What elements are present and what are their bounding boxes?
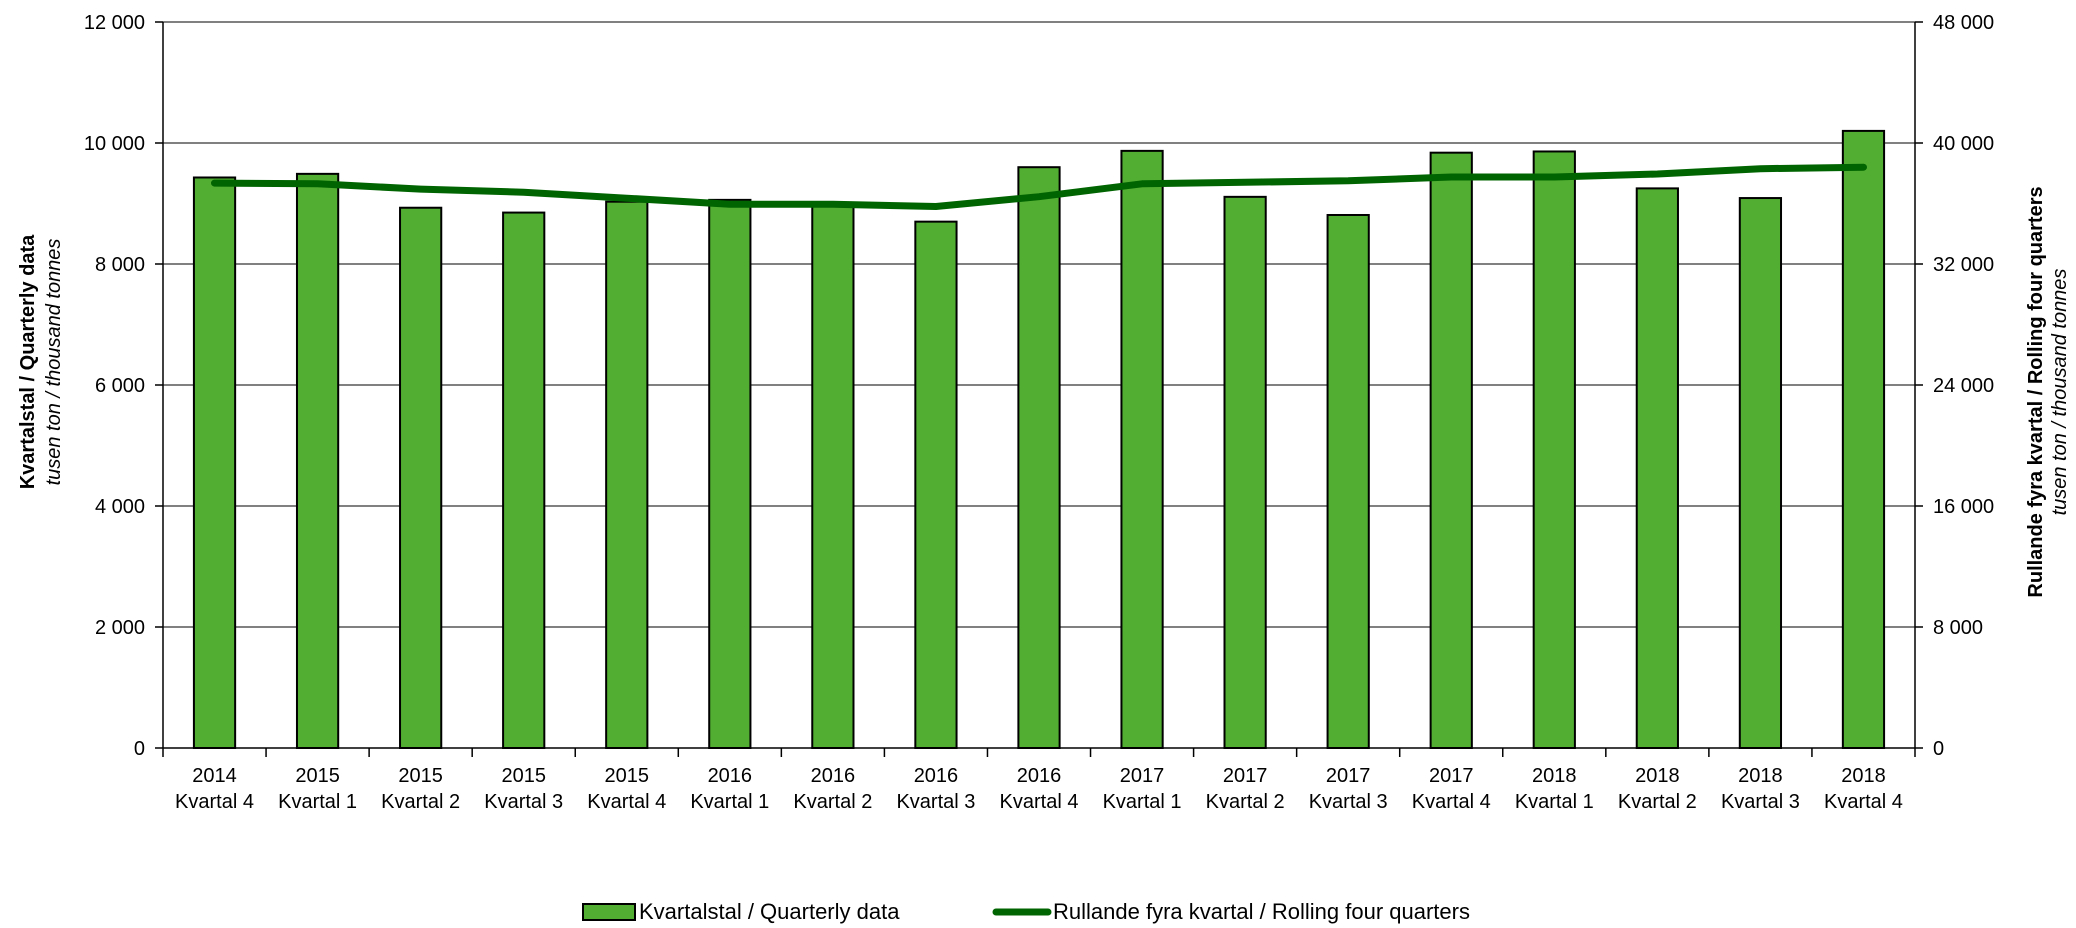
bar bbox=[1738, 197, 1783, 749]
left-tick-labels: 0 2 000 4 000 6 000 8 000 10 000 12 000 bbox=[84, 12, 145, 760]
right-tick-label: 32 000 bbox=[1933, 254, 1994, 276]
category-year-label: 2016 bbox=[914, 765, 959, 787]
bar bbox=[1326, 213, 1370, 749]
category-quarter-label: Kvartal 4 bbox=[1412, 791, 1491, 813]
bar bbox=[1635, 187, 1679, 749]
left-tick-label: 12 000 bbox=[84, 12, 145, 34]
category-quarter-label: Kvartal 1 bbox=[1515, 791, 1594, 813]
category-year-label: 2017 bbox=[1326, 765, 1371, 787]
category-quarter-label: Kvartal 3 bbox=[484, 791, 563, 813]
category-year-label: 2014 bbox=[192, 765, 237, 787]
right-axis-title: Rullande fyra kvartal / Rolling four qua… bbox=[2025, 186, 2047, 597]
left-tick-label: 8 000 bbox=[95, 254, 145, 276]
legend-line-label: Rullande fyra kvartal / Rolling four qua… bbox=[1053, 899, 1470, 924]
bar bbox=[399, 206, 443, 750]
left-tick-label: 0 bbox=[134, 738, 145, 760]
left-axis-subtitle: tusen ton / thousand tonnes bbox=[43, 239, 65, 486]
legend-bar-label: Kvartalstal / Quarterly data bbox=[639, 899, 900, 924]
category-quarter-label: Kvartal 1 bbox=[278, 791, 357, 813]
right-tick-label: 0 bbox=[1933, 738, 1944, 760]
rolling-line-layer bbox=[211, 163, 1867, 210]
category-year-label: 2017 bbox=[1223, 765, 1268, 787]
bars bbox=[192, 129, 1886, 750]
category-year-label: 2018 bbox=[1738, 765, 1783, 787]
bar bbox=[1223, 195, 1267, 750]
category-quarter-label: Kvartal 3 bbox=[1721, 791, 1800, 813]
category-year-label: 2017 bbox=[1429, 765, 1474, 787]
category-quarter-label: Kvartal 2 bbox=[793, 791, 872, 813]
axes bbox=[155, 21, 1923, 757]
right-tick-label: 40 000 bbox=[1933, 133, 1994, 155]
bar bbox=[1429, 151, 1473, 749]
category-quarter-label: Kvartal 4 bbox=[1824, 791, 1903, 813]
category-year-label: 2016 bbox=[811, 765, 856, 787]
category-quarter-label: Kvartal 3 bbox=[896, 791, 975, 813]
category-quarter-label: Kvartal 2 bbox=[1206, 791, 1285, 813]
category-year-label: 2016 bbox=[1017, 765, 1062, 787]
legend-bar-swatch bbox=[582, 903, 636, 921]
category-year-label: 2015 bbox=[295, 765, 340, 787]
category-quarter-label: Kvartal 4 bbox=[1000, 791, 1079, 813]
category-quarter-label: Kvartal 1 bbox=[1103, 791, 1182, 813]
rolling-four-quarters-line bbox=[211, 163, 1867, 210]
left-tick-label: 4 000 bbox=[95, 496, 145, 518]
bar bbox=[914, 220, 958, 749]
category-quarter-label: Kvartal 2 bbox=[1618, 791, 1697, 813]
category-year-label: 2016 bbox=[708, 765, 753, 787]
category-year-label: 2017 bbox=[1120, 765, 1165, 787]
bar bbox=[811, 203, 855, 750]
category-quarter-label: Kvartal 1 bbox=[690, 791, 769, 813]
category-quarter-label: Kvartal 3 bbox=[1309, 791, 1388, 813]
bar bbox=[502, 211, 546, 749]
category-quarter-label: Kvartal 2 bbox=[381, 791, 460, 813]
category-labels: 2014 Kvartal 4 2015 Kvartal 1 2015 Kvartal 2 2… bbox=[175, 765, 1903, 813]
bar bbox=[1841, 129, 1886, 749]
legend: Kvartalstal / Quarterly data Rullande fy… bbox=[582, 899, 1470, 924]
left-tick-label: 2 000 bbox=[95, 617, 145, 639]
right-tick-label: 16 000 bbox=[1933, 496, 1994, 518]
right-axis-subtitle: tusen ton / thousand tonnes bbox=[2049, 269, 2071, 516]
category-year-label: 2018 bbox=[1841, 765, 1886, 787]
left-tick-label: 6 000 bbox=[95, 375, 145, 397]
category-quarter-label: Kvartal 4 bbox=[175, 791, 254, 813]
bar bbox=[708, 198, 752, 749]
left-tick-label: 10 000 bbox=[84, 133, 145, 155]
bar bbox=[1532, 150, 1576, 750]
bar bbox=[1120, 149, 1164, 750]
right-tick-label: 48 000 bbox=[1933, 12, 1994, 34]
right-tick-labels: 0 8 000 16 000 24 000 32 000 40 000 48 000 bbox=[1933, 12, 1994, 760]
bar bbox=[192, 176, 237, 750]
right-tick-label: 24 000 bbox=[1933, 375, 1994, 397]
bar bbox=[605, 200, 649, 749]
right-tick-label: 8 000 bbox=[1933, 617, 1983, 639]
category-year-label: 2015 bbox=[501, 765, 546, 787]
bar bbox=[295, 172, 340, 750]
category-year-label: 2018 bbox=[1532, 765, 1577, 787]
left-axis-title: Kvartalstal / Quarterly data bbox=[17, 234, 39, 489]
category-year-label: 2015 bbox=[398, 765, 443, 787]
category-quarter-label: Kvartal 4 bbox=[587, 791, 666, 813]
category-year-label: 2015 bbox=[605, 765, 650, 787]
category-year-label: 2018 bbox=[1635, 765, 1680, 787]
bar bbox=[1017, 166, 1061, 749]
